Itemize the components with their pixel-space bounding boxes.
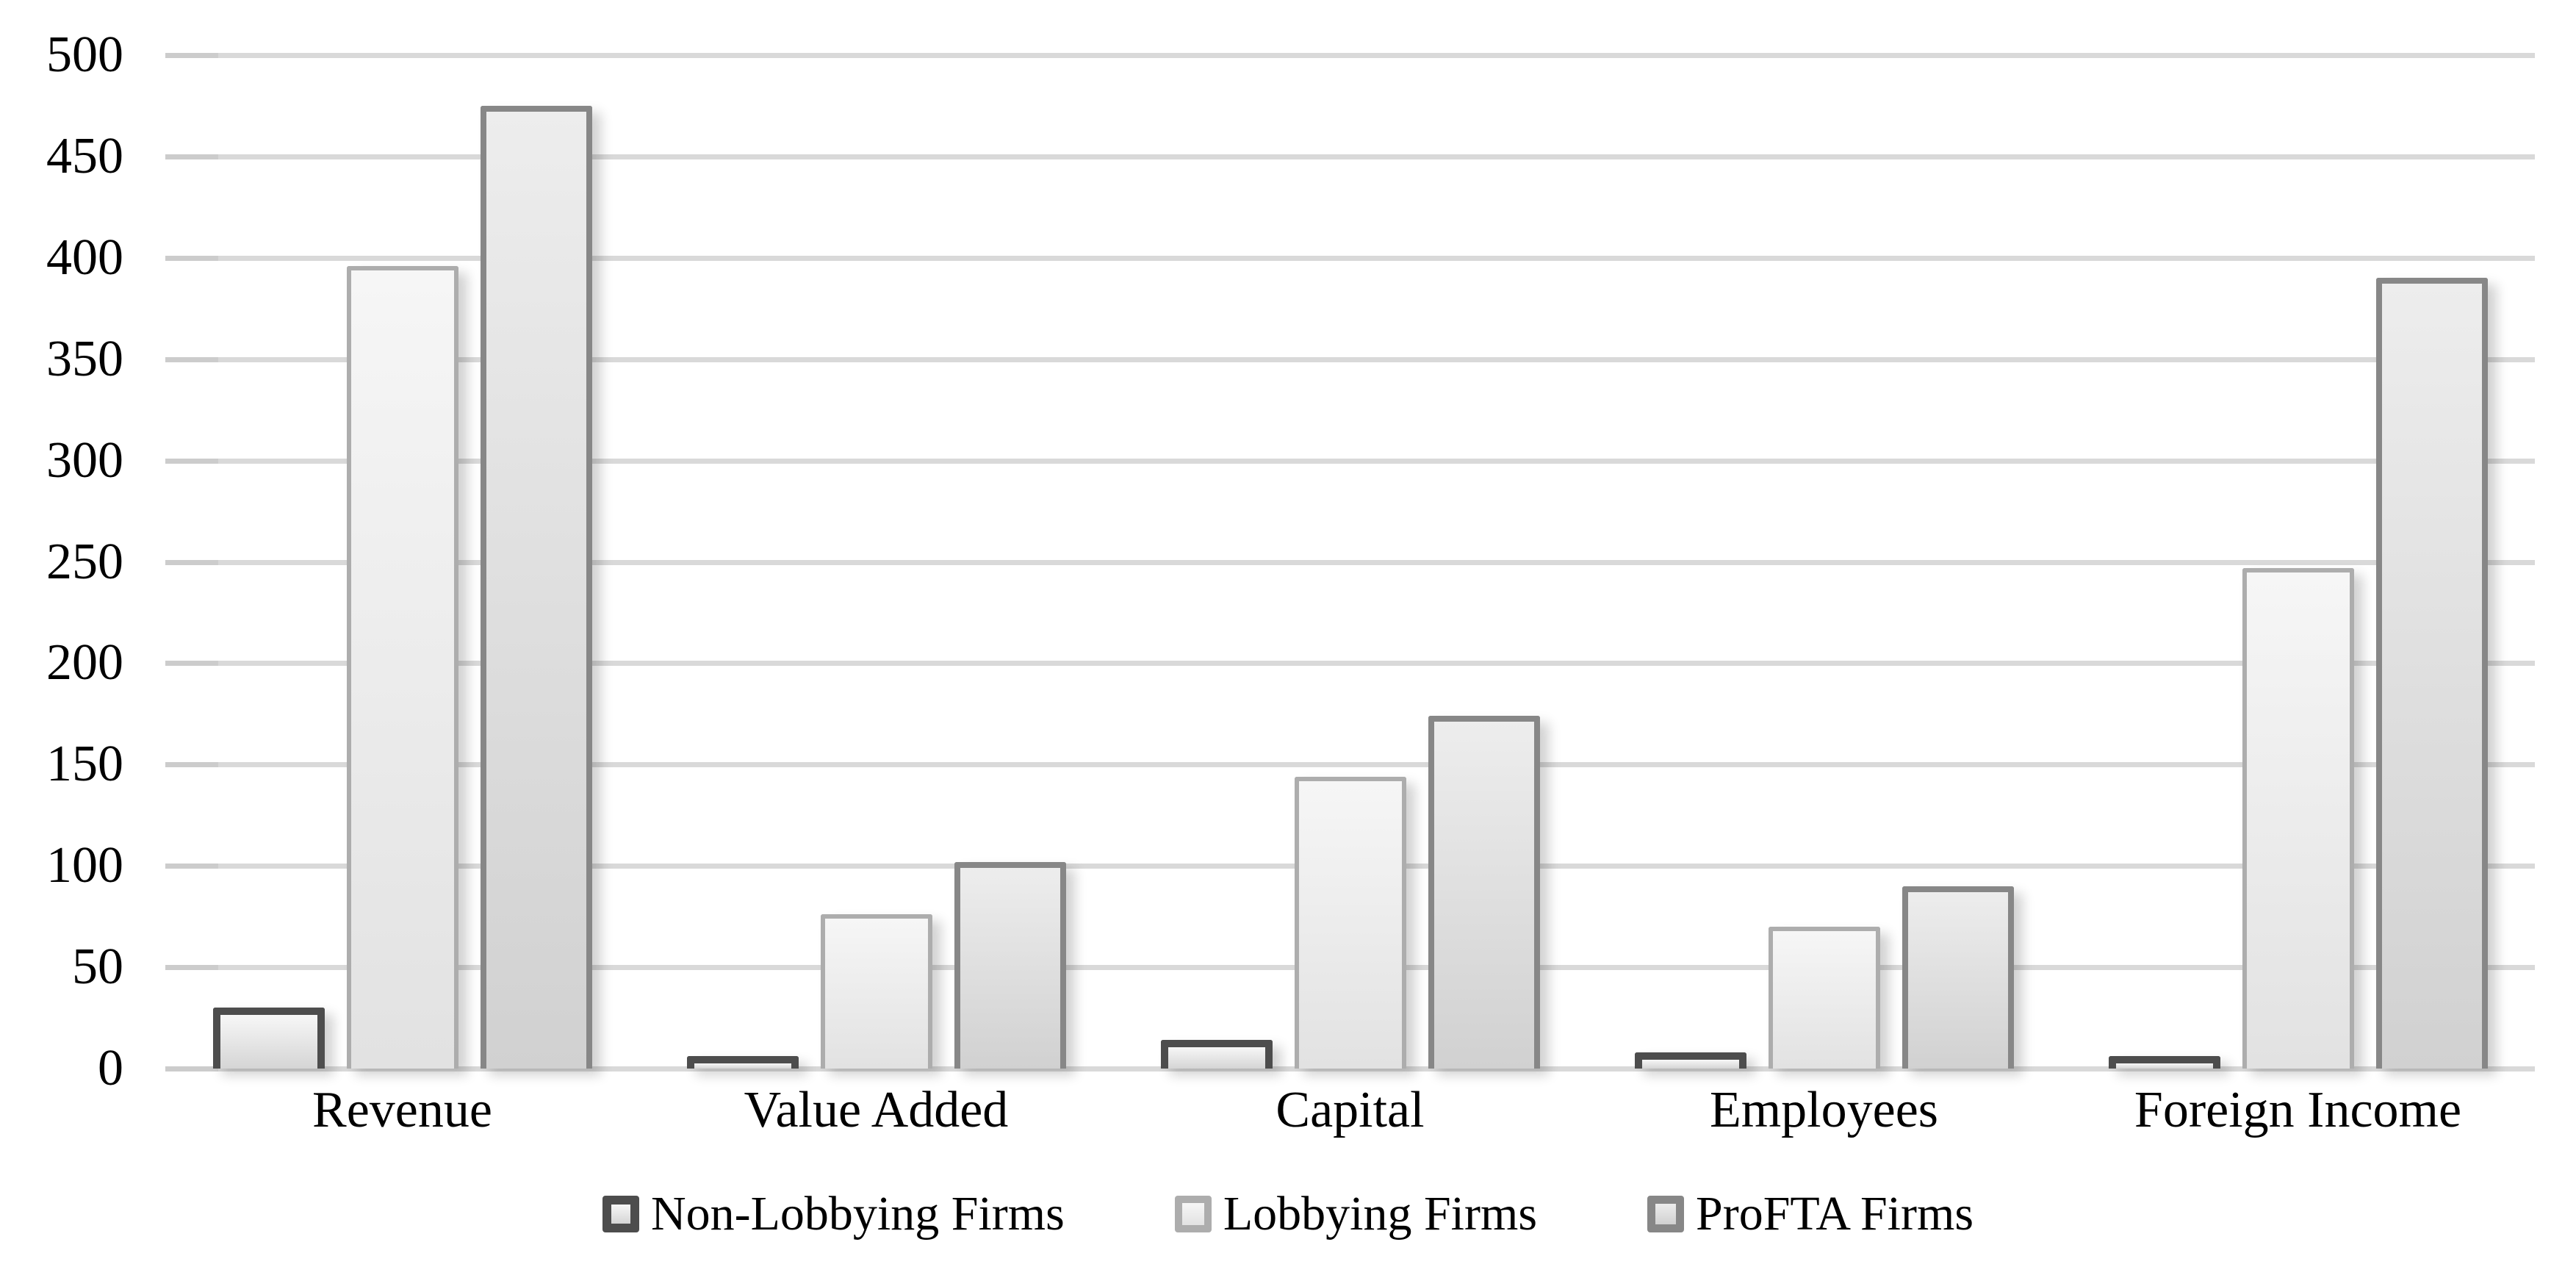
x-category-label: Revenue xyxy=(312,1082,492,1138)
legend-label: Non-Lobbying Firms xyxy=(650,1187,1065,1241)
legend-swatch-icon xyxy=(602,1196,639,1232)
bar-profta-firms-foreign-income xyxy=(2375,278,2488,1069)
y-tick-label: 250 xyxy=(46,533,123,590)
gridline-400 xyxy=(165,255,2535,261)
gridline-300 xyxy=(165,458,2535,464)
y-tick-label: 300 xyxy=(46,431,123,489)
bar-profta-firms-employees xyxy=(1902,886,2014,1069)
bar-group-foreign-income xyxy=(2061,55,2535,1069)
y-tick-label: 0 xyxy=(98,1040,123,1096)
bar-non-lobbying-firms-foreign-income xyxy=(2108,1056,2220,1069)
legend-item-non-lobbying-firms: Non-Lobbying Firms xyxy=(602,1185,1065,1243)
legend-swatch-icon xyxy=(1174,1196,1212,1232)
y-tick-mark xyxy=(165,965,218,971)
x-category-label: Capital xyxy=(1276,1082,1425,1138)
gridline-450 xyxy=(165,154,2535,159)
gridline-500 xyxy=(165,53,2535,58)
bar-groups xyxy=(165,55,2535,1069)
y-tick-label: 200 xyxy=(46,634,123,692)
y-tick-label: 450 xyxy=(46,127,123,184)
bar-profta-firms-value-added xyxy=(954,862,1066,1069)
gridline-0 xyxy=(165,1066,2535,1071)
y-tick-mark xyxy=(165,559,218,565)
y-tick-mark xyxy=(165,154,218,159)
x-axis: Revenue Value Added Capital Employees Foreig… xyxy=(165,1079,2535,1142)
legend-item-lobbying-firms: Lobbying Firms xyxy=(1174,1185,1538,1243)
bar-group-capital xyxy=(1113,55,1587,1069)
legend: Non-Lobbying Firms Lobbying Firms ProFTA F… xyxy=(0,1185,2576,1243)
bar-lobbying-firms-employees xyxy=(1768,927,1880,1069)
bar-non-lobbying-firms-value-added xyxy=(686,1056,799,1069)
bar-non-lobbying-firms-capital xyxy=(1160,1040,1273,1069)
y-axis: 500 450 400 350 300 250 200 150 100 50 0 xyxy=(0,26,123,1096)
y-tick-mark xyxy=(165,661,218,667)
y-tick-mark xyxy=(165,53,218,58)
bar-non-lobbying-firms-employees xyxy=(1634,1052,1746,1069)
y-tick-mark xyxy=(165,1066,218,1071)
gridline-250 xyxy=(165,559,2535,565)
y-tick-mark xyxy=(165,864,218,869)
plot-area xyxy=(165,53,2535,1071)
y-tick-mark xyxy=(165,762,218,768)
legend-label: ProFTA Firms xyxy=(1696,1187,1974,1241)
bar-group-value-added xyxy=(639,55,1113,1069)
bar-lobbying-firms-foreign-income xyxy=(2242,568,2354,1069)
bar-profta-firms-revenue xyxy=(480,106,592,1069)
gridline-150 xyxy=(165,762,2535,768)
x-category-label: Foreign Income xyxy=(2134,1082,2462,1138)
bar-lobbying-firms-revenue xyxy=(346,266,458,1069)
y-tick-mark xyxy=(165,255,218,261)
gridline-350 xyxy=(165,356,2535,362)
bar-profta-firms-capital xyxy=(1428,716,1540,1069)
y-tick-label: 50 xyxy=(72,938,123,996)
y-tick-mark xyxy=(165,356,218,362)
bar-group-employees xyxy=(1587,55,2061,1069)
x-category-label: Value Added xyxy=(744,1082,1009,1138)
bar-non-lobbying-firms-revenue xyxy=(212,1008,325,1069)
bar-lobbying-firms-capital xyxy=(1294,777,1406,1069)
bar-group-revenue xyxy=(165,55,639,1069)
legend-label: Lobbying Firms xyxy=(1223,1187,1538,1241)
legend-item-profta-firms: ProFTA Firms xyxy=(1647,1185,1974,1243)
y-tick-mark xyxy=(165,458,218,464)
bar-lobbying-firms-value-added xyxy=(820,914,932,1069)
y-tick-label: 500 xyxy=(46,26,123,83)
y-tick-label: 400 xyxy=(46,229,123,286)
y-tick-label: 100 xyxy=(46,837,123,894)
y-tick-label: 150 xyxy=(46,736,123,793)
y-tick-label: 350 xyxy=(46,330,123,387)
x-category-label: Employees xyxy=(1709,1082,1939,1138)
legend-swatch-icon xyxy=(1647,1196,1685,1232)
gridline-200 xyxy=(165,661,2535,667)
